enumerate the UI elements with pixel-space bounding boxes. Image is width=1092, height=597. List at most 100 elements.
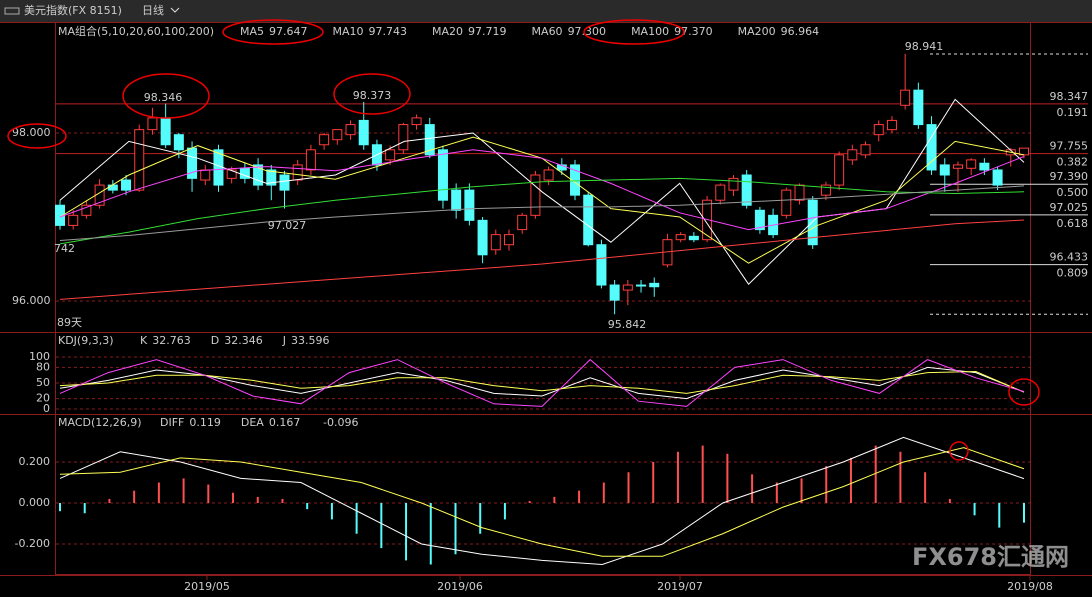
candle-body [451, 189, 462, 211]
candle-body [292, 164, 303, 181]
candle-body [926, 124, 937, 171]
level-label: 97.025 [1050, 201, 1089, 214]
candle-body [636, 284, 647, 287]
candle-body [398, 124, 409, 151]
title-bar [0, 0, 1092, 22]
candle-body [834, 154, 845, 186]
candle-body [570, 164, 581, 196]
candle-body [688, 235, 699, 241]
candle-body [253, 164, 264, 186]
price-annotation: 98.941 [905, 40, 944, 53]
legend-name: D [211, 334, 219, 347]
legend-value: 32.346 [224, 334, 263, 347]
level-label: 98.347 [1050, 90, 1089, 103]
window-title[interactable]: 美元指数(FX 8151) [24, 3, 122, 17]
candle-body [952, 164, 963, 169]
candle-body [147, 117, 158, 131]
level-ratio: 0.618 [1057, 217, 1089, 230]
left-note: 742 [54, 242, 75, 255]
candle-body [649, 282, 660, 288]
candle-body [81, 204, 92, 216]
window-icon [4, 7, 20, 15]
legend-value: 33.596 [291, 334, 330, 347]
level-label: 97.755 [1050, 140, 1089, 153]
candle-body [754, 209, 765, 231]
candle-body [385, 149, 396, 161]
candle-body [503, 234, 514, 246]
candle-body [939, 164, 950, 176]
level-label: 96.433 [1050, 251, 1089, 264]
candle-body [200, 169, 211, 181]
candle-body [437, 149, 448, 201]
legend-value: 97.300 [568, 25, 607, 38]
candle-body [530, 174, 541, 216]
candle-body [583, 194, 594, 246]
highlight-circle [122, 73, 210, 119]
dropdown-arrow[interactable] [170, 7, 180, 13]
candle-body [622, 284, 633, 291]
level-label: 97.390 [1050, 170, 1089, 183]
candle-body [820, 184, 831, 196]
candle-body [121, 179, 132, 191]
legend-name: DEA [241, 416, 264, 429]
candle-body [741, 174, 752, 206]
candle-body [873, 124, 884, 136]
candle-body [675, 234, 686, 241]
candle-body [345, 124, 356, 136]
y-tick-label: 20 [36, 392, 50, 405]
legend-name: DIFF [160, 416, 184, 429]
legend-name: MA100 [631, 25, 669, 38]
candle-body [266, 169, 277, 186]
price-annotation: 95.842 [608, 318, 647, 331]
candle-body [807, 199, 818, 246]
candle-body [490, 234, 501, 251]
y-tick-label: 96.000 [12, 294, 51, 307]
legend-value: 97.719 [468, 25, 507, 38]
kdj-line [59, 358, 1025, 407]
kdj-label: KDJ(9,3,3) [58, 334, 114, 347]
y-tick-label: 0.200 [19, 455, 51, 468]
legend-value: 0.167 [269, 416, 301, 429]
y-tick-label: 0 [43, 402, 50, 415]
candle-body [107, 184, 118, 191]
candle-body [173, 134, 184, 151]
candle-body [781, 189, 792, 216]
candle-body [464, 189, 475, 221]
candle-body [979, 162, 990, 171]
macd-line [59, 436, 1025, 566]
highlight-circle [333, 73, 411, 115]
legend-value: 0.119 [189, 416, 221, 429]
legend-name: MA20 [432, 25, 463, 38]
candle-body [596, 244, 607, 286]
watermark: FX678汇通网 [912, 543, 1069, 571]
candle-body [332, 129, 343, 141]
price-annotation: 98.346 [144, 91, 183, 104]
candle-body [226, 169, 237, 179]
candle-body [794, 184, 805, 201]
candle-body [134, 129, 145, 191]
level-ratio: 0.809 [1057, 267, 1089, 280]
ma-line [59, 185, 1025, 242]
candle-body [715, 184, 726, 201]
legend-name: MA200 [738, 25, 776, 38]
candle-body [992, 169, 1003, 186]
period-selector[interactable]: 日线 [142, 3, 164, 17]
x-tick-label: 2019/07 [657, 580, 703, 593]
y-tick-label: 0.000 [19, 496, 51, 509]
candle-body [728, 177, 739, 191]
level-ratio: 0.382 [1057, 156, 1089, 169]
candle-body [358, 119, 369, 146]
ma-line [59, 136, 1025, 264]
candle-body [966, 159, 977, 169]
y-tick-label: 50 [36, 376, 50, 389]
candle-body [319, 134, 330, 146]
macd-value: -0.096 [323, 416, 358, 429]
y-tick-label: 98.000 [12, 126, 51, 139]
highlight-circle [949, 441, 969, 461]
candle-body [517, 214, 528, 231]
candle-body [279, 174, 290, 191]
level-ratio: 0.191 [1057, 106, 1089, 119]
price-annotation: 97.027 [268, 219, 307, 232]
highlight-circle [7, 123, 67, 149]
